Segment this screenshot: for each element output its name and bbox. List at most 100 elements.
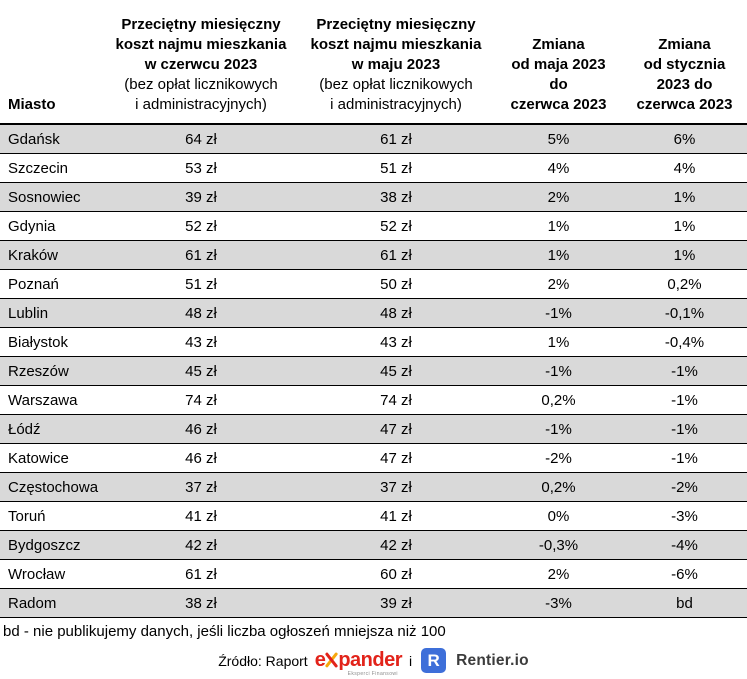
- table-row: Częstochowa 37 zł 37 zł 0,2% -2%: [0, 472, 747, 502]
- cell-city: Wrocław: [0, 559, 105, 589]
- cell-june: 39 zł: [105, 182, 297, 212]
- table-row: Gdańsk 64 zł 61 zł 5% 6%: [0, 124, 747, 154]
- header-may-cost: Przeciętny miesięczny koszt najmu mieszk…: [297, 0, 495, 125]
- table-row: Wrocław 61 zł 60 zł 2% -6%: [0, 559, 747, 589]
- table-row: Rzeszów 45 zł 45 zł -1% -1%: [0, 356, 747, 386]
- table-row: Sosnowiec 39 zł 38 zł 2% 1%: [0, 182, 747, 212]
- expander-tagline: Eksperci Finansowi: [347, 670, 398, 677]
- cell-city: Gdynia: [0, 211, 105, 241]
- table-row: Łódź 46 zł 47 zł -1% -1%: [0, 414, 747, 444]
- cell-city: Szczecin: [0, 153, 105, 183]
- table-row: Białystok 43 zł 43 zł 1% -0,4%: [0, 327, 747, 357]
- cell-change_may_june: 0,2%: [495, 385, 622, 415]
- cell-june: 45 zł: [105, 356, 297, 386]
- cell-change_jan_june: -6%: [622, 559, 747, 589]
- cell-may: 39 zł: [297, 588, 495, 618]
- cell-change_may_june: -2%: [495, 443, 622, 473]
- footnote: bd - nie publikujemy danych, jeśli liczb…: [3, 623, 446, 640]
- rentier-logo-name: Rentier.io: [456, 651, 529, 669]
- cell-may: 74 zł: [297, 385, 495, 415]
- cell-change_may_june: 4%: [495, 153, 622, 183]
- source-line: Źródło: Raport e pander Eksperci Finanso…: [0, 648, 747, 677]
- cell-may: 52 zł: [297, 211, 495, 241]
- cell-change_may_june: 1%: [495, 240, 622, 270]
- cell-may: 51 zł: [297, 153, 495, 183]
- source-label: Źródło: Raport: [218, 652, 308, 669]
- cell-change_may_june: -0,3%: [495, 530, 622, 560]
- cell-city: Poznań: [0, 269, 105, 299]
- cell-june: 64 zł: [105, 124, 297, 154]
- cell-change_jan_june: -1%: [622, 414, 747, 444]
- cell-june: 38 zł: [105, 588, 297, 618]
- header-may-cost-bold: Przeciętny miesięczny koszt najmu mieszk…: [310, 16, 482, 73]
- source-conjunction: i: [409, 652, 413, 669]
- header-change-jan-june: Zmiana od stycznia 2023 do czerwca 2023: [622, 0, 747, 125]
- header-city-label: Miasto: [8, 96, 56, 113]
- cell-change_jan_june: bd: [622, 588, 747, 618]
- cell-change_jan_june: -3%: [622, 501, 747, 531]
- cell-june: 74 zł: [105, 385, 297, 415]
- table-row: Lublin 48 zł 48 zł -1% -0,1%: [0, 298, 747, 328]
- cell-change_jan_june: 1%: [622, 211, 747, 241]
- table-row: Radom 38 zł 39 zł -3% bd: [0, 588, 747, 618]
- cell-change_may_june: -3%: [495, 588, 622, 618]
- cell-may: 37 zł: [297, 472, 495, 502]
- cell-city: Łódź: [0, 414, 105, 444]
- cell-june: 51 zł: [105, 269, 297, 299]
- cell-may: 42 zł: [297, 530, 495, 560]
- cell-change_jan_june: -0,4%: [622, 327, 747, 357]
- cell-change_may_june: 0,2%: [495, 472, 622, 502]
- cell-change_may_june: 2%: [495, 182, 622, 212]
- table-row: Kraków 61 zł 61 zł 1% 1%: [0, 240, 747, 270]
- cell-june: 43 zł: [105, 327, 297, 357]
- cell-change_jan_june: -0,1%: [622, 298, 747, 328]
- cell-may: 47 zł: [297, 443, 495, 473]
- cell-city: Gdańsk: [0, 124, 105, 154]
- table-row: Gdynia 52 zł 52 zł 1% 1%: [0, 211, 747, 241]
- cell-june: 53 zł: [105, 153, 297, 183]
- cell-may: 45 zł: [297, 356, 495, 386]
- cell-city: Toruń: [0, 501, 105, 531]
- cell-change_jan_june: 1%: [622, 182, 747, 212]
- table-row: Bydgoszcz 42 zł 42 zł -0,3% -4%: [0, 530, 747, 560]
- table-header: Miasto Przeciętny miesięczny koszt najmu…: [0, 0, 747, 125]
- header-change-may-june-label: Zmiana od maja 2023 do czerwca 2023: [510, 36, 607, 113]
- cell-june: 42 zł: [105, 530, 297, 560]
- cell-change_may_june: -1%: [495, 414, 622, 444]
- rent-cost-table: Miasto Przeciętny miesięczny koszt najmu…: [0, 0, 747, 618]
- expander-logo: e pander Eksperci Finansowi: [315, 648, 403, 677]
- expander-text-pander: pander: [338, 648, 403, 671]
- cell-june: 46 zł: [105, 414, 297, 444]
- cell-may: 50 zł: [297, 269, 495, 299]
- header-change-jan-june-label: Zmiana od stycznia 2023 do czerwca 2023: [636, 36, 733, 113]
- cell-may: 47 zł: [297, 414, 495, 444]
- cell-change_may_june: -1%: [495, 356, 622, 386]
- cell-city: Bydgoszcz: [0, 530, 105, 560]
- table-row: Poznań 51 zł 50 zł 2% 0,2%: [0, 269, 747, 299]
- cell-change_jan_june: 6%: [622, 124, 747, 154]
- cell-city: Katowice: [0, 443, 105, 473]
- cell-june: 48 zł: [105, 298, 297, 328]
- cell-may: 48 zł: [297, 298, 495, 328]
- cell-city: Kraków: [0, 240, 105, 270]
- cell-june: 37 zł: [105, 472, 297, 502]
- cell-change_jan_june: 1%: [622, 240, 747, 270]
- header-change-may-june: Zmiana od maja 2023 do czerwca 2023: [495, 0, 622, 125]
- table-row: Warszawa 74 zł 74 zł 0,2% -1%: [0, 385, 747, 415]
- table-row: Toruń 41 zł 41 zł 0% -3%: [0, 501, 747, 531]
- cell-change_jan_june: -1%: [622, 443, 747, 473]
- cell-june: 61 zł: [105, 240, 297, 270]
- header-june-cost-note: (bez opłat licznikowych i administracyjn…: [124, 76, 278, 113]
- cell-may: 41 zł: [297, 501, 495, 531]
- cell-city: Częstochowa: [0, 472, 105, 502]
- cell-city: Rzeszów: [0, 356, 105, 386]
- cell-city: Białystok: [0, 327, 105, 357]
- table-body: Gdańsk 64 zł 61 zł 5% 6% Szczecin 53 zł 51 zł 4%…: [0, 124, 747, 618]
- header-june-cost-bold: Przeciętny miesięczny koszt najmu mieszk…: [115, 16, 287, 73]
- cell-city: Lublin: [0, 298, 105, 328]
- cell-change_jan_june: -1%: [622, 356, 747, 386]
- cell-change_may_june: 1%: [495, 211, 622, 241]
- cell-may: 61 zł: [297, 124, 495, 154]
- header-row: Miasto Przeciętny miesięczny koszt najmu…: [0, 0, 747, 125]
